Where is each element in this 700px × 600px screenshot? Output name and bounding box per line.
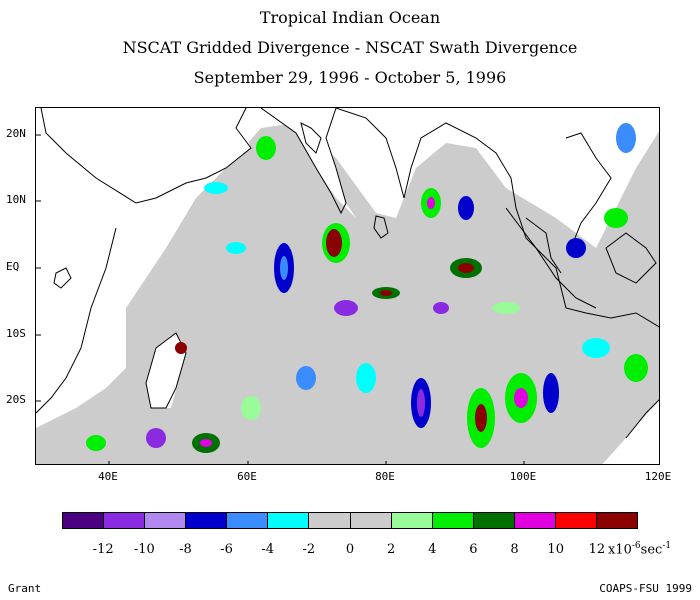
colorbar-label-12: 12 — [588, 542, 606, 557]
colorbar-swatch-2 — [145, 513, 187, 528]
lat-label-20s: 20S — [6, 393, 26, 406]
lat-label-10n: 10N — [6, 193, 26, 206]
colorbar-label-0: -12 — [92, 542, 114, 557]
lat-label-eq: EQ — [6, 260, 20, 273]
colorbar-swatch-3 — [186, 513, 228, 528]
divergence-map — [36, 108, 659, 464]
date-range: September 29, 1996 - October 5, 1996 — [193, 68, 507, 87]
colorbar-swatch-4 — [227, 513, 269, 528]
map-title: Tropical Indian Ocean — [259, 8, 441, 27]
author-credit: Grant — [8, 582, 42, 595]
colorbar-swatch-8 — [391, 513, 433, 528]
colorbar-swatch-11 — [514, 513, 556, 528]
colorbar-label-8: 4 — [428, 542, 437, 557]
units-suffix: sec — [640, 542, 663, 558]
colorbar-swatch-7 — [350, 513, 392, 528]
colorbar-swatch-1 — [104, 513, 146, 528]
colorbar-label-4: -4 — [261, 542, 275, 557]
lon-label-80e: 80E — [375, 470, 395, 483]
colorbar-swatch-6 — [309, 513, 351, 528]
colorbar-label-11: 10 — [547, 542, 564, 557]
colorbar-units: x10-6sec-1 — [608, 541, 671, 557]
colorbar-swatch-9 — [432, 513, 474, 528]
colorbar-label-5: -2 — [302, 542, 316, 557]
colorbar-label-10: 8 — [510, 542, 519, 557]
lon-label-100e: 100E — [509, 470, 537, 483]
lat-label-20n: 20N — [6, 127, 26, 140]
lon-label-40e: 40E — [98, 470, 118, 483]
colorbar-label-7: 2 — [387, 542, 396, 557]
organization-credit: COAPS-FSU 1999 — [599, 582, 692, 595]
colorbar-label-9: 6 — [469, 542, 478, 557]
map-plot-area — [35, 107, 660, 465]
lon-label-120e: 120E — [644, 470, 672, 483]
colorbar — [62, 512, 638, 529]
units-suffix-exponent: -1 — [662, 541, 672, 551]
colorbar-label-2: -8 — [179, 542, 192, 557]
colorbar-label-1: -10 — [133, 542, 155, 557]
lat-label-10s: 10S — [6, 327, 26, 340]
colorbar-swatch-0 — [63, 513, 105, 528]
units-prefix: x10 — [608, 542, 632, 558]
colorbar-swatch-5 — [268, 513, 310, 528]
units-exponent: -6 — [631, 541, 641, 551]
colorbar-swatch-12 — [555, 513, 598, 528]
lon-label-60e: 60E — [237, 470, 257, 483]
map-subtitle: NSCAT Gridded Divergence - NSCAT Swath D… — [122, 38, 578, 57]
colorbar-label-6: 0 — [345, 542, 355, 557]
colorbar-swatch-10 — [473, 513, 515, 528]
colorbar-label-3: -6 — [220, 542, 233, 557]
colorbar-swatch-13 — [597, 513, 638, 528]
